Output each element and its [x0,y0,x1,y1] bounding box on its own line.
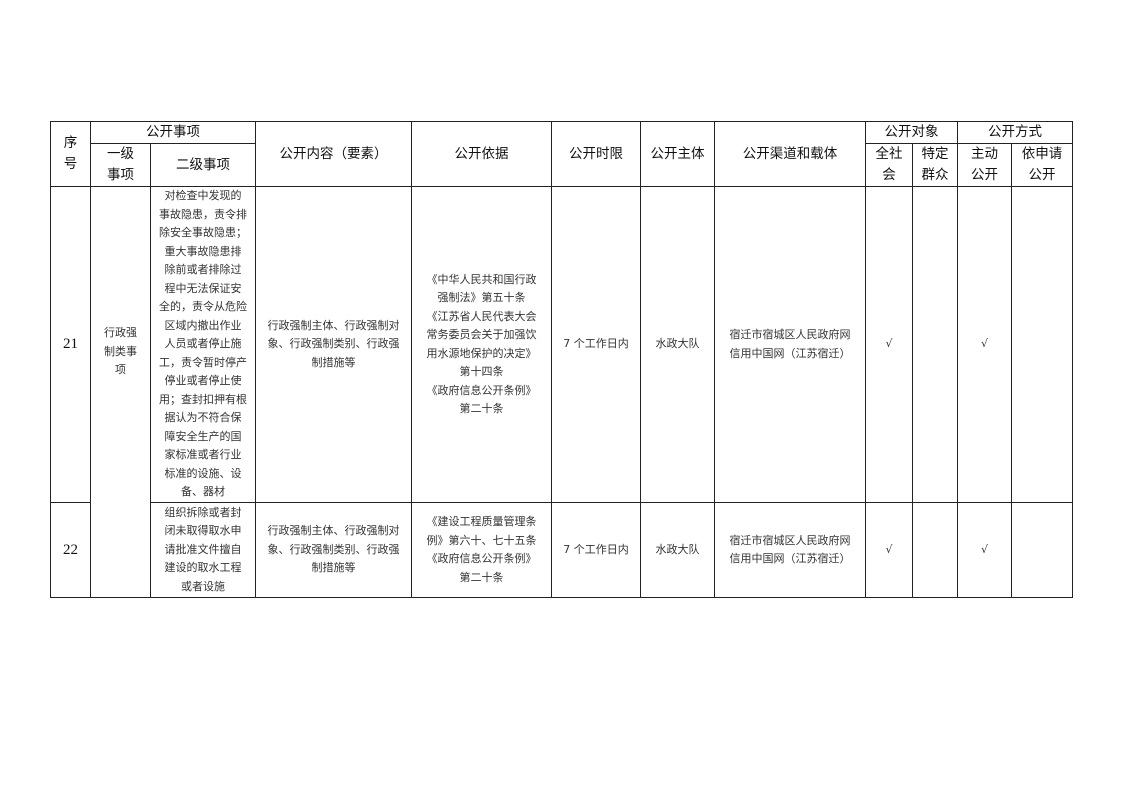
cell-time-limit: 7 个工作日内 [551,186,641,503]
cell-channel: 宿迁市宿城区人民政府网 信用中国网（江苏宿迁） [714,186,866,503]
header-method: 公开方式 [957,121,1073,144]
cell-seq: 22 [50,502,91,598]
cell-target-all: √ [865,502,913,598]
header-channel: 公开渠道和载体 [714,121,866,187]
cell-method-request [1011,186,1073,503]
cell-method-active: √ [957,186,1012,503]
cell-time-limit: 7 个工作日内 [551,502,641,598]
header-method-active: 主动 公开 [957,143,1012,187]
header-method-request: 依申请 公开 [1011,143,1073,187]
cell-subject: 水政大队 [640,186,715,503]
cell-target-all: √ [865,186,913,503]
header-time-limit: 公开时限 [551,121,641,187]
table-row: 22 组织拆除或者封 闭未取得取水申 请批准文件擅自 建设的取水工程 或者设施 … [50,502,1073,598]
header-level2: 二级事项 [150,143,256,187]
header-content: 公开内容（要素） [255,121,412,187]
header-target-all: 全社 会 [865,143,913,187]
cell-seq: 21 [50,186,91,503]
header-items: 公开事项 [90,121,256,144]
header-target-specific: 特定 群众 [912,143,958,187]
cell-level2: 组织拆除或者封 闭未取得取水申 请批准文件擅自 建设的取水工程 或者设施 [150,502,256,598]
cell-method-request [1011,502,1073,598]
cell-channel: 宿迁市宿城区人民政府网 信用中国网（江苏宿迁） [714,502,866,598]
cell-basis: 《中华人民共和国行政 强制法》第五十条 《江苏省人民代表大会 常务委员会关于加强… [411,186,552,503]
cell-basis: 《建设工程质量管理条 例》第六十、七十五条 《政府信息公开条例》 第二十条 [411,502,552,598]
cell-content: 行政强制主体、行政强制对 象、行政强制类别、行政强 制措施等 [255,186,412,503]
cell-subject: 水政大队 [640,502,715,598]
cell-target-specific [912,502,958,598]
cell-method-active: √ [957,502,1012,598]
table-row: 21 行政强 制类事 项 对检查中发现的 事故隐患，责令排 除安全事故隐患； 重… [50,186,1073,598]
header-seq: 序 号 [50,121,91,187]
cell-level2: 对检查中发现的 事故隐患，责令排 除安全事故隐患； 重大事故隐患排 除前或者排除… [150,186,256,503]
cell-level1: 行政强 制类事 项 [90,186,151,598]
header-target: 公开对象 [865,121,958,144]
disclosure-table: 序 号 公开事项 公开内容（要素） 公开依据 公开时限 公开主体 公开渠道和载体… [50,121,1073,598]
cell-content: 行政强制主体、行政强制对 象、行政强制类别、行政强 制措施等 [255,502,412,598]
header-basis: 公开依据 [411,121,552,187]
header-subject: 公开主体 [640,121,715,187]
header-level1: 一级 事项 [90,143,151,187]
cell-target-specific [912,186,958,503]
